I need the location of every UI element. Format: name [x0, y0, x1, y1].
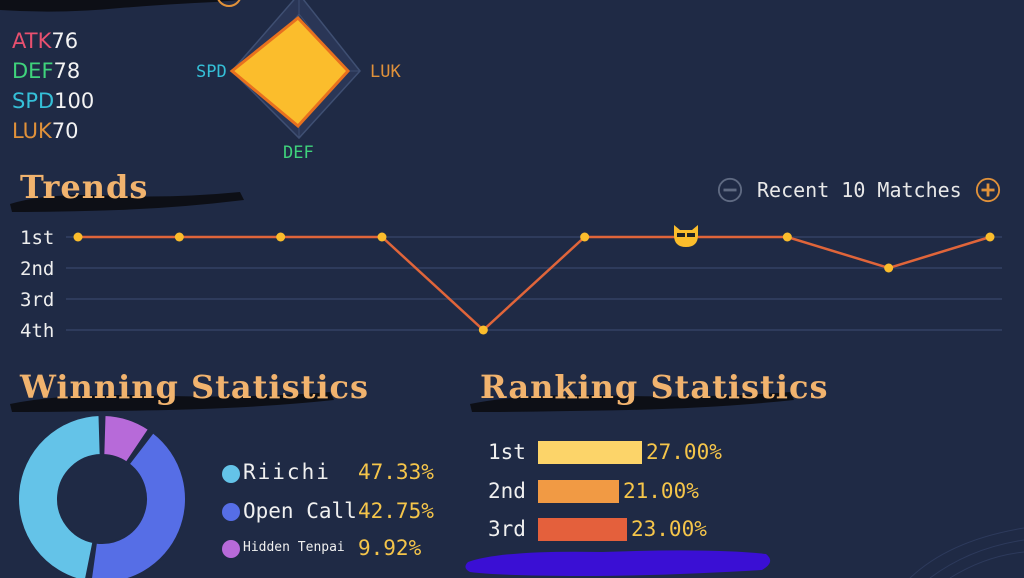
cat-marker-icon [674, 225, 698, 247]
stat-key: ATK [12, 29, 52, 53]
trend-point[interactable] [884, 263, 894, 273]
rank-bar-2nd [538, 480, 619, 503]
stat-spd: SPD100 [12, 88, 94, 114]
rank-pct-3rd: 23.00% [631, 517, 707, 541]
legend-label-hidden-tenpai: Hidden Tenpai [243, 540, 345, 555]
trends-title-brush [10, 192, 244, 212]
radar-label-def: DEF [283, 143, 314, 163]
stat-value: 78 [53, 59, 81, 83]
ranking-title: Ranking Statistics [480, 368, 829, 406]
match-count-label: Recent 10 Matches [757, 178, 962, 202]
rank-label-3rd: 3rd [488, 517, 526, 541]
donut-slice-open-call[interactable] [90, 430, 187, 578]
radar-label-spd: SPD [196, 62, 227, 82]
donut-slice-hidden-tenpai[interactable] [102, 415, 151, 464]
minus-icon[interactable] [717, 177, 743, 203]
stat-key: LUK [12, 119, 52, 143]
trend-chart: 1st 2nd 3rd 4th [20, 225, 1002, 342]
trend-line [78, 235, 991, 332]
redaction-scribble [465, 550, 771, 576]
trend-y-label: 1st [20, 227, 54, 249]
radar-label-luk: LUK [370, 62, 401, 82]
trend-y-label: 3rd [20, 289, 54, 311]
rank-bar-3rd [538, 518, 627, 541]
trends-title: Trends [20, 168, 149, 206]
stat-key: SPD [12, 89, 55, 113]
corner-decoration [909, 527, 1024, 578]
trend-point[interactable] [276, 232, 286, 242]
legend-dot-open-call [222, 503, 240, 521]
legend-pct-hidden-tenpai: 9.92% [358, 536, 422, 560]
legend-pct-riichi: 47.33% [358, 460, 434, 484]
trend-y-label: 2nd [20, 258, 54, 280]
stat-value: 76 [51, 29, 79, 53]
rank-label-1st: 1st [488, 440, 526, 464]
trend-y-label: 4th [20, 320, 54, 342]
radar-chart: SPD LUK DEF [196, 0, 401, 163]
stat-key: DEF [12, 59, 54, 83]
trend-point[interactable] [580, 232, 590, 242]
plus-icon[interactable] [975, 177, 1001, 203]
top-circle-icon [217, 0, 241, 7]
trend-point[interactable] [985, 232, 995, 242]
trend-point[interactable] [377, 232, 387, 242]
legend-pct-open-call: 42.75% [358, 499, 434, 523]
legend-dot-riichi [222, 465, 240, 483]
rank-pct-1st: 27.00% [646, 440, 722, 464]
ranking-title-brush [470, 392, 794, 412]
winning-donut-chart [18, 415, 187, 578]
rank-label-2nd: 2nd [488, 479, 526, 503]
stat-value: 70 [51, 119, 79, 143]
trend-point[interactable] [174, 232, 184, 242]
rank-pct-2nd: 21.00% [623, 479, 699, 503]
stat-atk: ATK76 [12, 28, 78, 54]
stat-def: DEF78 [12, 58, 80, 84]
winning-title-brush [10, 392, 334, 412]
winning-title: Winning Statistics [20, 368, 370, 406]
radar-value-shape [229, 15, 351, 129]
stat-value: 100 [54, 89, 95, 113]
stat-luk: LUK70 [12, 118, 79, 144]
legend-dot-hidden-tenpai [222, 540, 240, 558]
rank-bar-1st [538, 441, 642, 464]
legend-label-open-call: Open Call [243, 499, 357, 523]
trend-point[interactable] [73, 232, 83, 242]
trend-point[interactable] [478, 325, 488, 335]
header-brush [0, 0, 240, 12]
legend-label-riichi: Riichi [243, 460, 331, 484]
donut-slice-riichi[interactable] [18, 415, 102, 578]
trend-point[interactable] [782, 232, 792, 242]
